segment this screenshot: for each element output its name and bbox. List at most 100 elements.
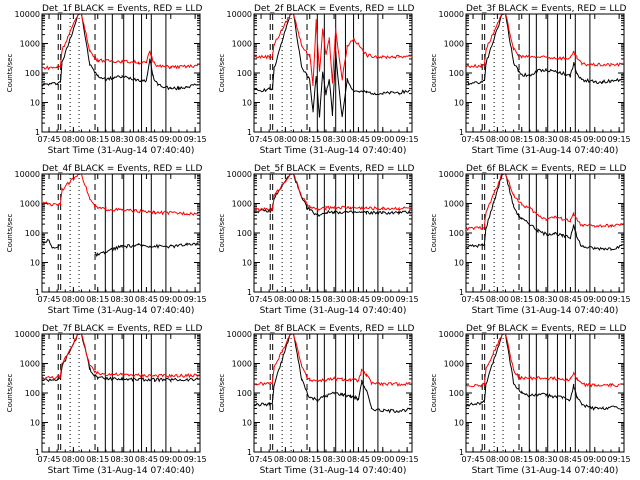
y-tick-label: 10 <box>454 99 464 108</box>
events-series-line <box>254 333 411 414</box>
events-series-line <box>254 13 411 118</box>
y-axis-label: Counts/sec <box>6 54 14 93</box>
plot-frame <box>253 13 413 133</box>
x-tick-label: 09:00 <box>583 295 606 304</box>
y-tick-label: 100 <box>237 229 252 238</box>
events-series-line <box>42 13 199 91</box>
x-tick-label: 08:30 <box>323 295 346 304</box>
x-tick-label: 09:15 <box>608 295 631 304</box>
y-tick-label: 10 <box>242 419 252 428</box>
y-tick-label: 1000 <box>444 200 464 209</box>
panel-title: Det_3f BLACK = Events, RED = LLD <box>466 4 626 14</box>
x-axis-label: Start Time (31-Aug-14 07:40:40) <box>472 466 619 476</box>
x-tick-label: 08:15 <box>510 135 533 144</box>
y-tick-label: 1 <box>459 448 464 457</box>
y-tick-label: 100 <box>237 69 252 78</box>
y-tick-label: 1 <box>247 448 252 457</box>
x-tick-label: 08:45 <box>347 295 370 304</box>
x-tick-label: 08:45 <box>347 455 370 464</box>
x-tick-label: 08:00 <box>274 135 297 144</box>
lld-series-line <box>254 173 411 213</box>
x-tick-label: 07:45 <box>38 295 61 304</box>
y-tick-label: 10000 <box>15 10 40 19</box>
y-tick-label: 1000 <box>20 40 40 49</box>
x-tick-label: 08:00 <box>486 455 509 464</box>
panel-7: Det_7f BLACK = Events, RED = LLD Counts/s… <box>6 324 207 476</box>
y-tick-label: 1 <box>35 128 40 137</box>
y-axis-label: Counts/sec <box>430 214 438 253</box>
x-tick-label: 09:00 <box>159 295 182 304</box>
x-tick-label: 07:45 <box>462 295 485 304</box>
plot-frame <box>41 13 201 133</box>
y-tick-label: 10 <box>242 259 252 268</box>
x-tick-label: 08:00 <box>274 295 297 304</box>
x-tick-label: 08:15 <box>86 455 109 464</box>
lld-series-line <box>466 13 623 69</box>
panel-title: Det_5f BLACK = Events, RED = LLD <box>254 164 414 174</box>
panel-6: Det_6f BLACK = Events, RED = LLD Counts/s… <box>430 164 631 316</box>
lld-series-line <box>42 13 199 71</box>
plot-frame <box>41 333 201 453</box>
x-tick-label: 09:15 <box>608 135 631 144</box>
plot-frame <box>253 333 413 453</box>
x-tick-label: 09:15 <box>184 135 207 144</box>
panel-title: Det_1f BLACK = Events, RED = LLD <box>42 4 202 14</box>
y-axis-label: Counts/sec <box>218 54 226 93</box>
lld-series-line <box>42 333 199 380</box>
y-tick-label: 1 <box>459 288 464 297</box>
y-tick-label: 10000 <box>227 170 252 179</box>
x-tick-label: 08:45 <box>559 295 582 304</box>
x-tick-label: 08:30 <box>535 455 558 464</box>
events-series-line <box>466 173 623 251</box>
x-tick-label: 07:45 <box>250 455 273 464</box>
y-tick-label: 100 <box>25 389 40 398</box>
events-series-line <box>466 13 623 86</box>
y-tick-label: 1 <box>247 128 252 137</box>
panel-9: Det_9f BLACK = Events, RED = LLD Counts/s… <box>430 324 631 476</box>
x-tick-label: 08:45 <box>135 455 158 464</box>
panel-2: Det_2f BLACK = Events, RED = LLD Counts/s… <box>218 4 419 156</box>
plot-frame <box>465 333 625 453</box>
x-tick-label: 09:15 <box>184 295 207 304</box>
panel-title: Det_4f BLACK = Events, RED = LLD <box>42 164 202 174</box>
x-axis-label: Start Time (31-Aug-14 07:40:40) <box>48 306 195 316</box>
x-tick-label: 08:00 <box>486 135 509 144</box>
x-tick-label: 07:45 <box>462 135 485 144</box>
x-tick-label: 08:45 <box>135 135 158 144</box>
y-tick-label: 1 <box>35 288 40 297</box>
panel-title: Det_9f BLACK = Events, RED = LLD <box>466 324 626 334</box>
x-tick-label: 08:00 <box>62 295 85 304</box>
x-tick-label: 09:00 <box>583 455 606 464</box>
x-tick-label: 07:45 <box>250 135 273 144</box>
y-tick-label: 1000 <box>232 200 252 209</box>
y-tick-label: 1 <box>459 128 464 137</box>
x-tick-label: 08:00 <box>274 455 297 464</box>
lld-series-line <box>42 173 199 216</box>
y-tick-label: 10000 <box>439 10 464 19</box>
x-tick-label: 07:45 <box>250 295 273 304</box>
panel-title: Det_2f BLACK = Events, RED = LLD <box>254 4 414 14</box>
x-axis-label: Start Time (31-Aug-14 07:40:40) <box>48 466 195 476</box>
lld-series-line <box>466 333 623 388</box>
x-tick-label: 08:30 <box>323 455 346 464</box>
x-axis-label: Start Time (31-Aug-14 07:40:40) <box>260 466 407 476</box>
plot-frame <box>41 173 201 293</box>
panel-3: Det_3f BLACK = Events, RED = LLD Counts/s… <box>430 4 631 156</box>
panel-title: Det_7f BLACK = Events, RED = LLD <box>42 324 202 334</box>
y-axis-label: Counts/sec <box>218 214 226 253</box>
y-tick-label: 10000 <box>15 330 40 339</box>
x-tick-label: 08:00 <box>62 135 85 144</box>
x-tick-label: 08:30 <box>323 135 346 144</box>
lld-series-line <box>466 173 623 232</box>
plot-frame <box>253 173 413 293</box>
x-tick-label: 08:15 <box>298 135 321 144</box>
y-tick-label: 100 <box>449 389 464 398</box>
y-axis-label: Counts/sec <box>218 374 226 413</box>
x-axis-label: Start Time (31-Aug-14 07:40:40) <box>260 306 407 316</box>
x-tick-label: 08:45 <box>347 135 370 144</box>
x-tick-label: 08:15 <box>510 455 533 464</box>
x-tick-label: 08:45 <box>559 455 582 464</box>
x-tick-label: 09:15 <box>184 455 207 464</box>
lld-series-line <box>254 333 411 388</box>
panel-8: Det_8f BLACK = Events, RED = LLD Counts/s… <box>218 324 419 476</box>
